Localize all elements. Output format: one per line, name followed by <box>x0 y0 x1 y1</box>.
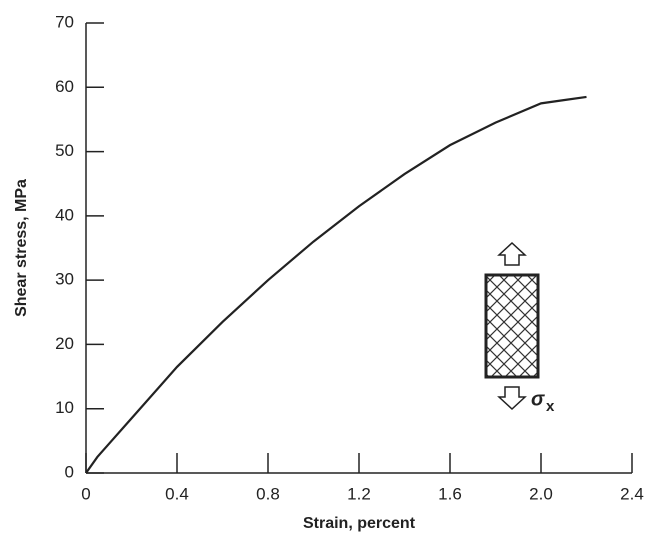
y-tick-label: 60 <box>55 77 74 96</box>
x-tick-label: 0.4 <box>165 484 189 503</box>
y-tick-label: 20 <box>55 334 74 353</box>
y-tick-label: 50 <box>55 141 74 160</box>
arrow-down <box>497 386 527 411</box>
arrow-up <box>497 241 527 266</box>
y-tick-label: 40 <box>55 205 74 224</box>
y-tick-label: 70 <box>55 12 74 31</box>
y-axis-label: Shear stress, MPa <box>13 179 30 317</box>
x-tick-label: 1.2 <box>347 484 371 503</box>
x-tick-label: 0 <box>81 484 90 503</box>
specimen-diagram: σ x <box>484 241 555 415</box>
x-tick-label: 0.8 <box>256 484 280 503</box>
x-tick-label: 2.4 <box>620 484 644 503</box>
y-tick-label: 0 <box>65 462 74 481</box>
x-tick-label: 1.6 <box>438 484 462 503</box>
y-tick-label: 30 <box>55 270 74 289</box>
y-tick-label: 10 <box>55 398 74 417</box>
sigma-subscript: x <box>546 398 555 415</box>
x-axis-label: Strain, percent <box>303 515 416 532</box>
x-tick-label: 2.0 <box>529 484 553 503</box>
sigma: σ <box>531 388 545 410</box>
specimen <box>484 273 540 379</box>
data-line <box>85 95 587 474</box>
